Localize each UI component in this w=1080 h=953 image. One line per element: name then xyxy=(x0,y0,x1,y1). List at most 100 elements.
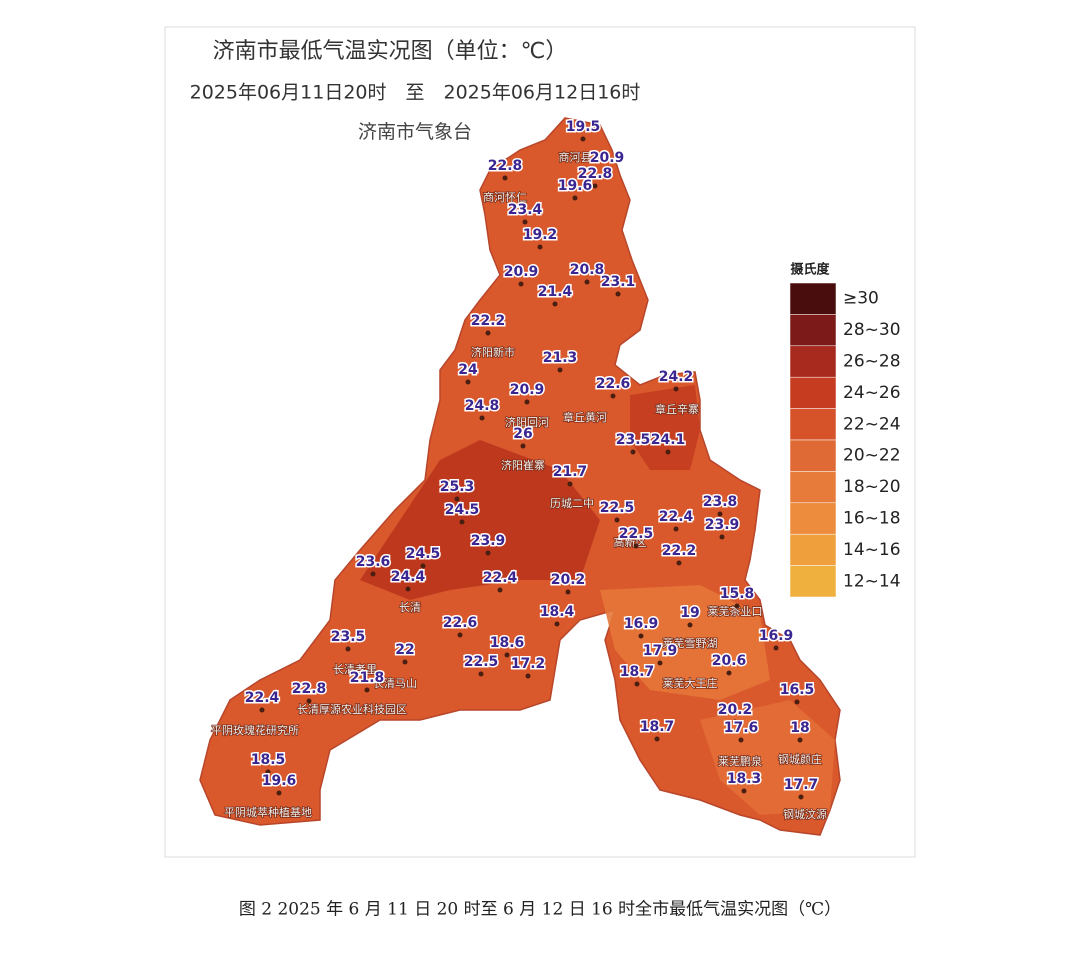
station-dot xyxy=(478,671,484,677)
station-dot xyxy=(580,136,586,142)
station-value: 22.4 xyxy=(659,509,694,525)
station-dot xyxy=(634,681,640,687)
place-name: 长清厚源农业科技园区 xyxy=(297,702,407,716)
station-value: 18.7 xyxy=(640,719,675,735)
station-dot xyxy=(734,603,740,609)
station-value: 23.8 xyxy=(703,494,738,510)
station-dot xyxy=(520,443,526,449)
place-name: 章丘黄河 xyxy=(563,410,607,424)
station-value: 16.9 xyxy=(624,616,659,632)
station-value: 24.5 xyxy=(406,546,441,562)
legend-swatch xyxy=(789,471,837,504)
station-dot xyxy=(454,496,460,502)
station-value: 19.2 xyxy=(523,227,558,243)
station-dot xyxy=(657,660,663,666)
station-dot xyxy=(485,330,491,336)
legend-label: 24~26 xyxy=(843,383,901,403)
station-value: 24.2 xyxy=(659,369,694,385)
legend-swatch xyxy=(789,282,837,315)
station-value: 22.2 xyxy=(471,313,506,329)
station-value: 17.2 xyxy=(511,656,546,672)
station-value: 20.8 xyxy=(570,262,605,278)
station-value: 21.3 xyxy=(543,350,578,366)
station-value: 22.5 xyxy=(464,654,499,670)
legend-label: 18~20 xyxy=(843,477,901,497)
station-dot xyxy=(654,736,660,742)
station-value: 19.6 xyxy=(558,178,593,194)
station-dot xyxy=(479,415,485,421)
station-dot xyxy=(726,670,732,676)
station-dot xyxy=(797,737,803,743)
legend-title: 摄氏度 xyxy=(790,262,830,278)
station-dot xyxy=(673,526,679,532)
place-name: 章丘辛寨 xyxy=(655,402,699,416)
station-dot xyxy=(502,175,508,181)
station-value: 24.8 xyxy=(465,398,500,414)
station-value: 22 xyxy=(395,642,414,658)
station-value: 22.8 xyxy=(292,681,327,697)
place-name: 济阳回河 xyxy=(505,415,549,429)
station-dot xyxy=(420,563,426,569)
station-dot xyxy=(567,481,573,487)
warm-region xyxy=(360,440,600,600)
station-dot xyxy=(497,587,503,593)
station-value: 23.1 xyxy=(601,274,636,290)
station-value: 17.7 xyxy=(784,777,819,793)
station-dot xyxy=(457,632,463,638)
station-value: 18.4 xyxy=(540,604,575,620)
station-value: 19.5 xyxy=(566,119,601,135)
station-value: 20.2 xyxy=(718,702,753,718)
legend-swatch xyxy=(789,439,837,472)
station-value: 22.6 xyxy=(596,376,631,392)
place-name: 长清马山 xyxy=(373,677,417,690)
place-name: 长清 xyxy=(399,601,421,614)
place-name: 平阴玫瑰花研究所 xyxy=(211,723,299,737)
station-value: 18.5 xyxy=(251,752,286,768)
station-dot xyxy=(276,790,282,796)
station-value: 20.9 xyxy=(510,382,545,398)
station-dot xyxy=(364,687,370,693)
station-dot xyxy=(584,279,590,285)
station-dot xyxy=(732,719,738,725)
station-value: 17.6 xyxy=(724,720,759,736)
place-name: 济阳崔寨 xyxy=(501,458,545,472)
legend-swatch xyxy=(789,314,837,347)
station-value: 23.6 xyxy=(356,554,391,570)
station-value: 22.5 xyxy=(619,526,654,542)
station-dot xyxy=(614,517,620,523)
station-dot xyxy=(306,698,312,704)
legend-label: 20~22 xyxy=(843,446,901,466)
station-value: 21.4 xyxy=(538,284,573,300)
station-dot xyxy=(345,646,351,652)
station-value: 23.5 xyxy=(331,629,366,645)
station-dot xyxy=(525,673,531,679)
station-value: 16.9 xyxy=(759,628,794,644)
place-name: 平阴城萃种植基地 xyxy=(224,805,312,819)
station-value: 22.2 xyxy=(662,543,697,559)
cool-region xyxy=(700,700,835,815)
station-dot xyxy=(630,449,636,455)
station-dot xyxy=(402,659,408,665)
warm-region xyxy=(630,385,700,470)
station-value: 24.4 xyxy=(391,569,426,585)
place-name: 商河怀仁 xyxy=(483,190,527,204)
station-dot xyxy=(741,788,747,794)
legend-label: ≥30 xyxy=(843,289,879,309)
period: 2025年06月11日20时 至 2025年06月12日16时 xyxy=(190,82,641,104)
place-name: 长清孝里 xyxy=(333,663,377,676)
legend-label: 22~24 xyxy=(843,414,901,434)
station-dot xyxy=(459,519,465,525)
station-value: 20.9 xyxy=(504,264,539,280)
station-dot xyxy=(265,769,271,775)
station-dot xyxy=(572,195,578,201)
station-value: 19 xyxy=(680,605,699,621)
station-dot xyxy=(676,560,682,566)
station-value: 25.3 xyxy=(440,479,475,495)
station-dot xyxy=(794,699,800,705)
station-dot xyxy=(405,586,411,592)
caption: 图 2 2025 年 6 月 11 日 20 时至 6 月 12 日 16 时全… xyxy=(239,900,841,920)
station-value: 23.9 xyxy=(705,517,740,533)
place-name: 莱芜大王庄 xyxy=(663,676,718,690)
